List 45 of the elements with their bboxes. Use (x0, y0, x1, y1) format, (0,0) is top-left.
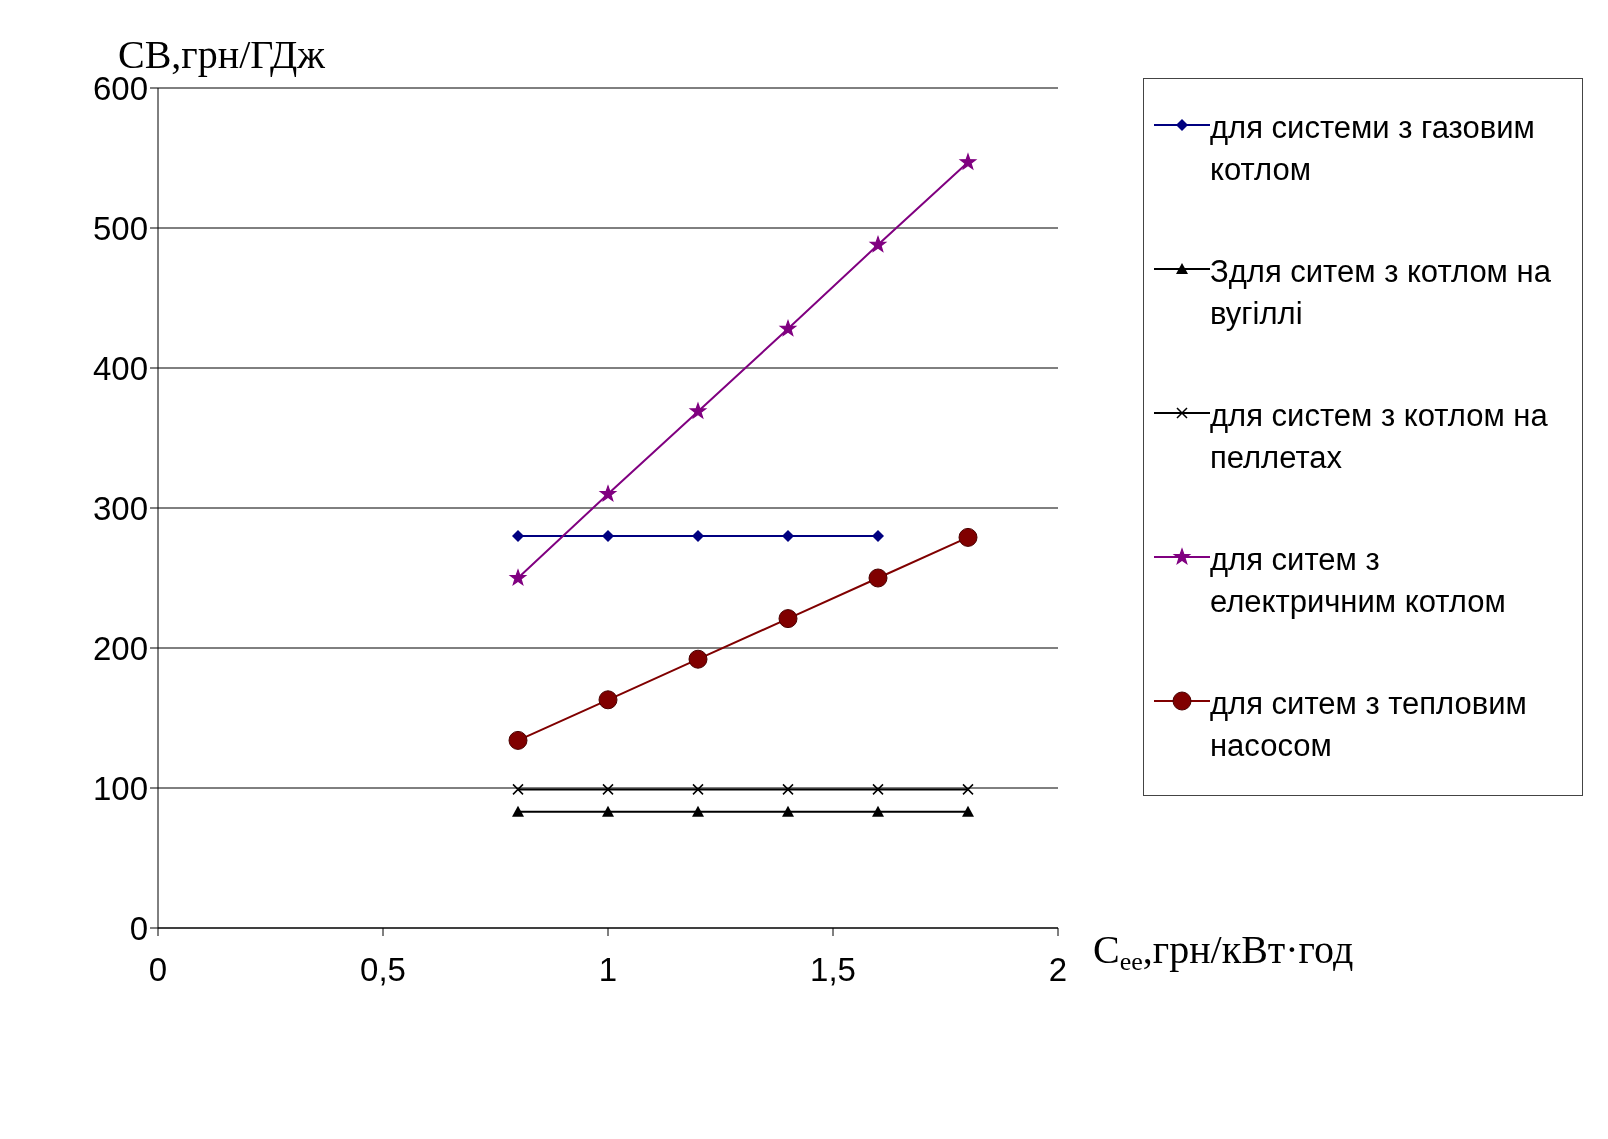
point (959, 153, 977, 170)
point (509, 569, 527, 586)
legend-label: для ситем з тепловим насосом (1210, 685, 1528, 765)
point (782, 805, 794, 817)
point (778, 609, 798, 629)
point (692, 783, 704, 796)
point (602, 783, 614, 796)
x-tick-label: 1,5 (810, 951, 856, 989)
x-tick-label: 0,5 (360, 951, 406, 989)
legend-label: для систем з котлом на пеллетах (1210, 397, 1549, 477)
point (512, 805, 524, 817)
point (958, 527, 978, 547)
point (512, 783, 524, 796)
point (598, 690, 618, 710)
point (872, 530, 884, 542)
legend-label: Здля ситем з котлом на вугіллі (1210, 253, 1552, 333)
point (692, 530, 704, 542)
point (962, 783, 974, 796)
y-tick-label: 400 (92, 349, 148, 387)
x-tick-label: 2 (1048, 951, 1068, 989)
x-axis-title: C$_{ee}$,грн/кВт·год (1093, 927, 1354, 976)
y-tick-label: 100 (92, 769, 148, 807)
y-tick-label: 300 (92, 489, 148, 527)
x-tick-label: 1 (598, 951, 618, 989)
point (602, 530, 614, 542)
legend-label: для системи з газовим котлом (1210, 109, 1536, 189)
y-tick-label: 0 (129, 909, 148, 947)
point (782, 783, 794, 796)
point (782, 530, 794, 542)
point (599, 485, 617, 502)
point (779, 320, 797, 336)
point (692, 805, 704, 817)
point (872, 783, 884, 796)
point (602, 805, 614, 817)
point (869, 236, 887, 252)
point (689, 402, 707, 419)
point (872, 805, 884, 817)
y-tick-label: 500 (92, 209, 148, 247)
point (962, 805, 974, 817)
point (868, 568, 888, 588)
y-tick-label: 200 (92, 629, 148, 667)
point (512, 530, 524, 542)
legend-label: для ситем з електричним котлом (1210, 541, 1507, 621)
point (688, 649, 708, 669)
point (508, 730, 528, 750)
